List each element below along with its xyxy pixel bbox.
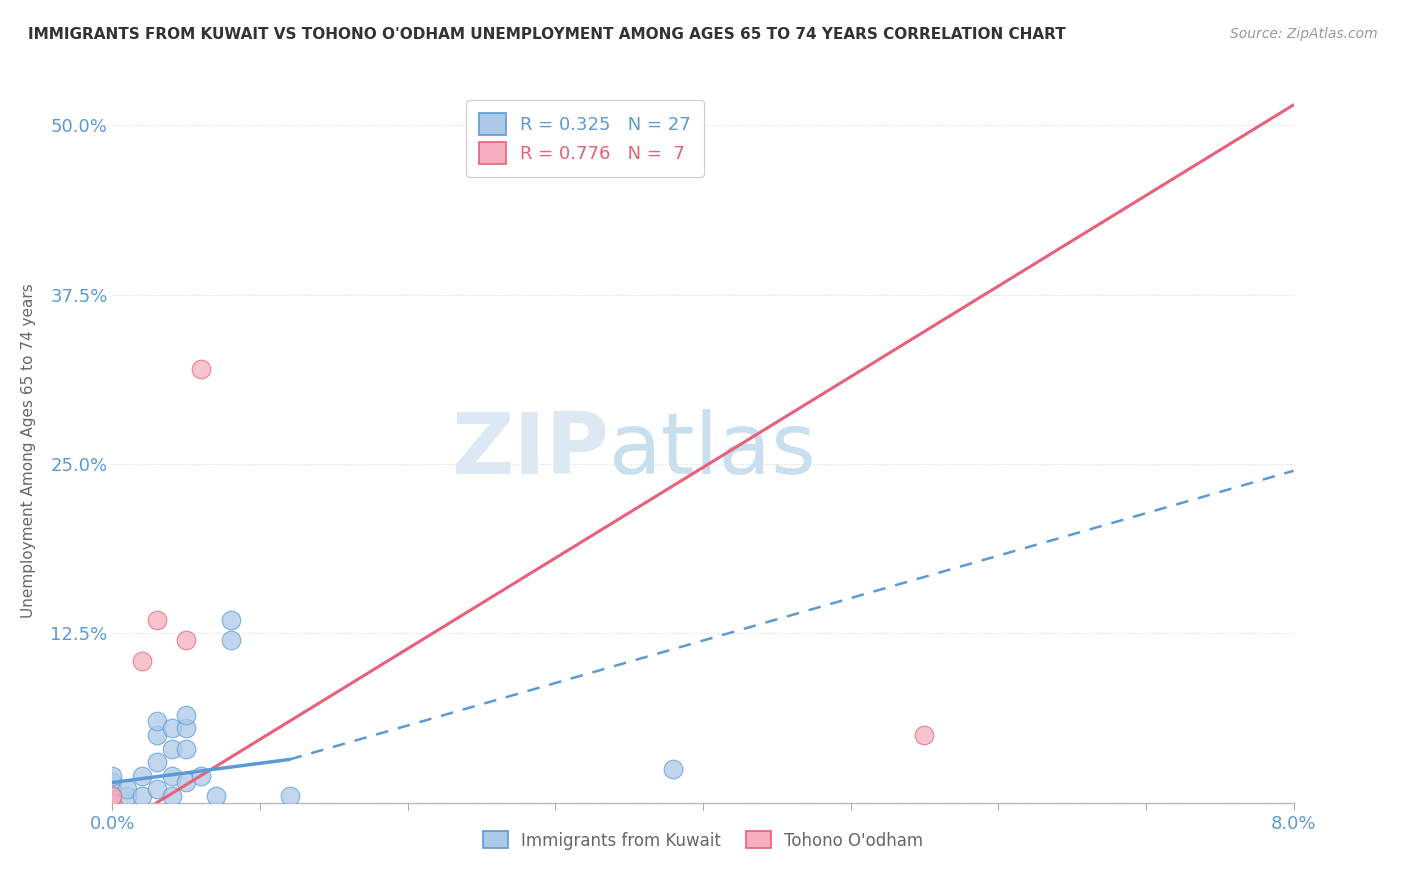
Point [205,789,228,803]
Point [146,728,169,742]
Point [101,796,124,810]
Point [278,789,301,803]
Point [131,653,153,667]
Point [146,714,169,729]
Point [146,782,169,797]
Point [160,789,183,803]
Point [174,707,197,722]
Point [662,762,685,776]
Text: ZIP: ZIP [451,409,609,492]
Point [101,769,124,783]
Point [190,362,212,376]
Point [101,789,124,803]
Point [160,741,183,756]
Point [101,796,124,810]
Point [190,769,212,783]
Point [101,782,124,797]
Legend: Immigrants from Kuwait, Tohono O'odham: Immigrants from Kuwait, Tohono O'odham [474,823,932,858]
Point [219,633,242,648]
Point [131,769,153,783]
Point [131,789,153,803]
Text: atlas: atlas [609,409,817,492]
Point [174,633,197,648]
Y-axis label: Unemployment Among Ages 65 to 74 years: Unemployment Among Ages 65 to 74 years [21,283,37,618]
Point [219,613,242,627]
Point [914,728,936,742]
Point [146,755,169,769]
Point [174,741,197,756]
Point [101,775,124,789]
Point [117,782,138,797]
Text: IMMIGRANTS FROM KUWAIT VS TOHONO O'ODHAM UNEMPLOYMENT AMONG AGES 65 TO 74 YEARS : IMMIGRANTS FROM KUWAIT VS TOHONO O'ODHAM… [28,27,1066,42]
Point [101,789,124,803]
Point [146,613,169,627]
Point [160,769,183,783]
Text: Source: ZipAtlas.com: Source: ZipAtlas.com [1230,27,1378,41]
Point [117,789,138,803]
Point [174,775,197,789]
Point [174,721,197,735]
Point [160,721,183,735]
